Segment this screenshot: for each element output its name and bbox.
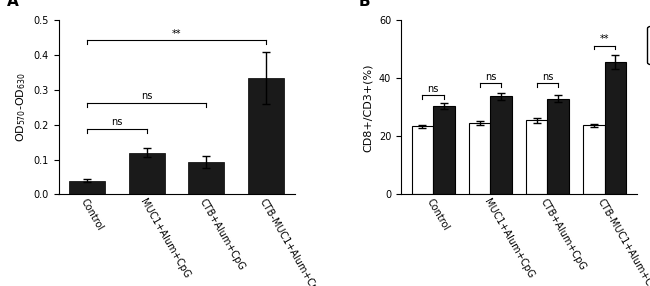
Bar	[526, 120, 547, 194]
Bar	[70, 180, 105, 194]
Bar	[434, 106, 455, 194]
Bar	[248, 78, 284, 194]
Text: B: B	[358, 0, 370, 9]
Text: ns: ns	[428, 84, 439, 94]
Text: ns: ns	[542, 72, 553, 82]
Y-axis label: OD$_{570}$-OD$_{630}$: OD$_{570}$-OD$_{630}$	[14, 72, 28, 142]
Text: A: A	[6, 0, 18, 9]
Text: **: **	[600, 34, 609, 44]
Y-axis label: CD8+/CD3+(%): CD8+/CD3+(%)	[363, 63, 373, 152]
Text: **: **	[172, 29, 181, 39]
Bar	[583, 125, 605, 194]
Bar	[129, 153, 164, 194]
Text: ns: ns	[485, 72, 496, 82]
Text: ns: ns	[111, 118, 123, 128]
Bar	[411, 126, 434, 194]
Bar	[469, 123, 490, 194]
Bar	[547, 98, 569, 194]
Legend: 0 h, 72 h: 0 h, 72 h	[647, 25, 650, 64]
Bar	[604, 62, 626, 194]
Bar	[188, 162, 224, 194]
Text: ns: ns	[141, 91, 153, 101]
Bar	[490, 96, 512, 194]
